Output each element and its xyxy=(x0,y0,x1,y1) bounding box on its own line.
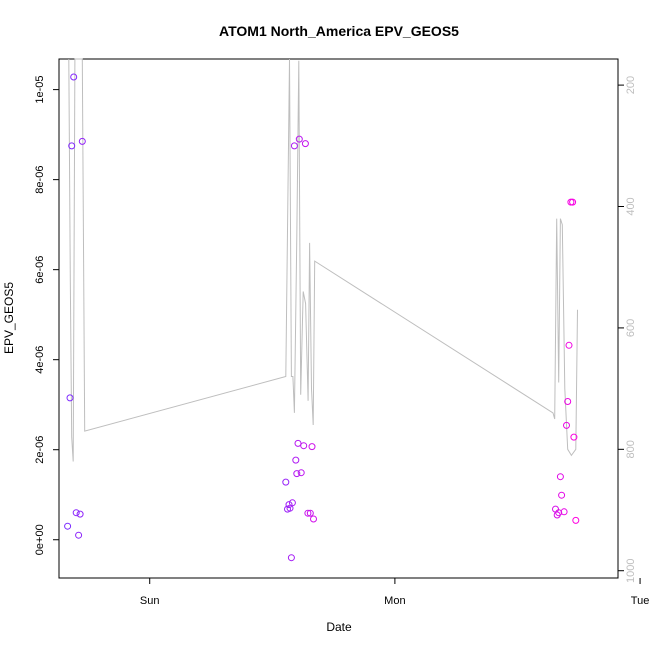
epv-point xyxy=(68,142,76,150)
epv-point xyxy=(552,505,559,513)
x-tick-label: Tue xyxy=(631,595,650,607)
pressure-line xyxy=(68,58,578,462)
epv-point xyxy=(563,421,570,429)
epv-point xyxy=(304,509,312,517)
epv-point xyxy=(565,341,573,349)
epv-point xyxy=(294,439,302,447)
epv-point xyxy=(308,443,316,451)
chart-title: ATOM1 North_America EPV_GEOS5 xyxy=(219,23,459,39)
epv-point xyxy=(75,531,83,539)
epv-point xyxy=(297,469,305,477)
x-axis: Sun Mon Tue xyxy=(140,578,649,607)
x-tick-label: Mon xyxy=(384,595,405,607)
epv-point xyxy=(564,398,572,405)
epv-point xyxy=(556,473,564,481)
epv-point xyxy=(569,198,577,206)
epv-point xyxy=(76,510,84,518)
y-tick-label: 2e-06 xyxy=(34,436,46,464)
epv-point xyxy=(572,516,580,524)
epv-point xyxy=(287,554,295,562)
epv-point xyxy=(310,515,317,523)
x-tick-label: Sun xyxy=(140,595,160,607)
y-axis-right: 200 400 600 800 1000 xyxy=(618,76,637,583)
pressure-line-layer xyxy=(68,58,578,462)
y-tick-label: 8e-06 xyxy=(34,166,46,194)
epv-point xyxy=(306,509,314,517)
plot-box xyxy=(58,58,619,579)
epv-point xyxy=(64,522,72,530)
epv-point xyxy=(72,509,80,517)
epv-point xyxy=(282,478,290,486)
epv-points-layer xyxy=(64,73,580,562)
y-axis-left: 0e+00 2e-06 4e-06 6e-06 8e-06 1e-05 xyxy=(34,76,59,555)
right-tick-label: 400 xyxy=(625,197,637,215)
x-axis-title: Date xyxy=(326,620,352,634)
y-tick-label: 6e-06 xyxy=(34,256,46,284)
right-tick-label: 1000 xyxy=(625,558,637,582)
epv-point xyxy=(70,73,78,81)
epv-point xyxy=(301,140,309,148)
y-tick-label: 4e-06 xyxy=(34,346,46,374)
y-tick-label: 0e+00 xyxy=(34,524,46,555)
right-tick-label: 200 xyxy=(625,76,637,94)
epv-point xyxy=(285,501,293,509)
epv-point xyxy=(560,508,568,516)
epv-point xyxy=(295,135,303,143)
epv-point xyxy=(570,433,578,441)
epv-point xyxy=(78,137,86,145)
y-axis-title: EPV_GEOS5 xyxy=(2,282,16,354)
right-tick-label: 800 xyxy=(625,440,637,458)
epv-point xyxy=(66,394,74,402)
epv-point xyxy=(558,491,566,499)
right-tick-label: 600 xyxy=(625,319,637,337)
epv-point xyxy=(292,456,300,464)
y-tick-label: 1e-05 xyxy=(34,76,46,104)
epv-point xyxy=(290,142,298,150)
epv-point xyxy=(288,499,296,507)
epv-point xyxy=(300,442,308,450)
epv-point xyxy=(293,470,301,478)
